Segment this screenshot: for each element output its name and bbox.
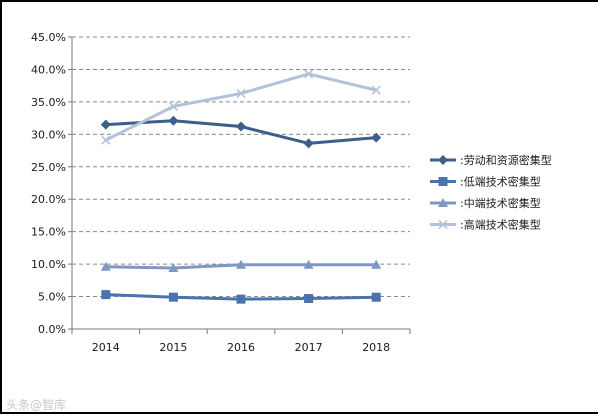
data-point: [101, 290, 111, 300]
legend-label: :劳动和资源密集型: [460, 153, 552, 167]
grid-lines: [72, 36, 410, 298]
y-tick-label: 5.0%: [38, 291, 66, 304]
x-tick-label: 2015: [159, 341, 187, 354]
data-point: [303, 138, 314, 149]
legend-swatch-marker: [438, 155, 448, 165]
series-2: [101, 290, 381, 304]
y-tick-label: 45.0%: [31, 31, 66, 44]
series: [100, 69, 382, 304]
y-tick-labels: 0.0% 5.0% 10.0% 15.0% 20.0% 25.0% 30.0% 35.0% 40…: [31, 31, 66, 336]
x-tick-labels: 2014 2015 2016 2017 2018: [92, 341, 390, 354]
watermark-text: 头条@智库: [6, 398, 67, 412]
data-point: [371, 259, 382, 269]
y-tick-label: 20.0%: [31, 193, 66, 206]
data-point: [100, 119, 111, 130]
data-point: [100, 261, 111, 271]
y-tick-label: 35.0%: [31, 96, 66, 109]
legend-item: :劳动和资源密集型: [430, 153, 552, 167]
data-point: [236, 294, 246, 304]
x-tick-label: 2018: [362, 341, 390, 354]
data-point: [101, 135, 111, 145]
marker-stroke: [371, 85, 381, 95]
y-tick-label: 30.0%: [31, 128, 66, 141]
data-point: [168, 101, 178, 111]
y-tick-label: 25.0%: [31, 161, 66, 174]
legend-swatch-marker: [438, 198, 448, 207]
y-tick-label: 10.0%: [31, 258, 66, 271]
data-point: [168, 263, 179, 273]
legend-swatch-marker: [438, 219, 448, 230]
legend-label: :中端技术密集型: [460, 196, 541, 210]
series-3: [100, 259, 382, 273]
marker-stroke: [438, 219, 448, 230]
y-tick-label: 0.0%: [38, 323, 66, 336]
x-tick-label: 2016: [227, 341, 255, 354]
data-point: [303, 259, 314, 269]
data-point: [371, 292, 381, 302]
marker-stroke: [236, 88, 246, 99]
marker-stroke: [304, 69, 314, 79]
legend-item: :高端技术密集型: [430, 218, 541, 232]
legend-label: :高端技术密集型: [460, 218, 541, 232]
legend: :劳动和资源密集型 :低端技术密集型 :中端技术密集型 :高端技术密集型: [430, 153, 552, 232]
marker-stroke: [101, 135, 111, 145]
axes: [68, 36, 411, 334]
data-point: [304, 69, 314, 79]
frame-bottom-border: [0, 412, 598, 414]
legend-swatch-marker: [438, 177, 448, 186]
data-point: [371, 85, 381, 95]
legend-label: :低端技术密集型: [460, 175, 541, 189]
frame-top-border: [0, 0, 598, 2]
data-point: [168, 292, 178, 302]
series-1: [100, 115, 382, 149]
data-point: [168, 115, 179, 126]
frame-left-border: [0, 0, 2, 414]
x-tick-label: 2014: [92, 341, 120, 354]
data-point: [236, 121, 246, 132]
x-tick-label: 2017: [295, 341, 323, 354]
legend-item: :中端技术密集型: [430, 196, 541, 210]
series-4: [101, 69, 381, 145]
data-point: [236, 88, 246, 99]
data-point: [371, 132, 382, 143]
marker-stroke: [168, 101, 178, 111]
data-point: [236, 259, 246, 269]
data-point: [304, 294, 314, 304]
y-tick-label: 40.0%: [31, 63, 66, 76]
y-tick-label: 15.0%: [31, 226, 66, 239]
legend-item: :低端技术密集型: [430, 175, 541, 189]
